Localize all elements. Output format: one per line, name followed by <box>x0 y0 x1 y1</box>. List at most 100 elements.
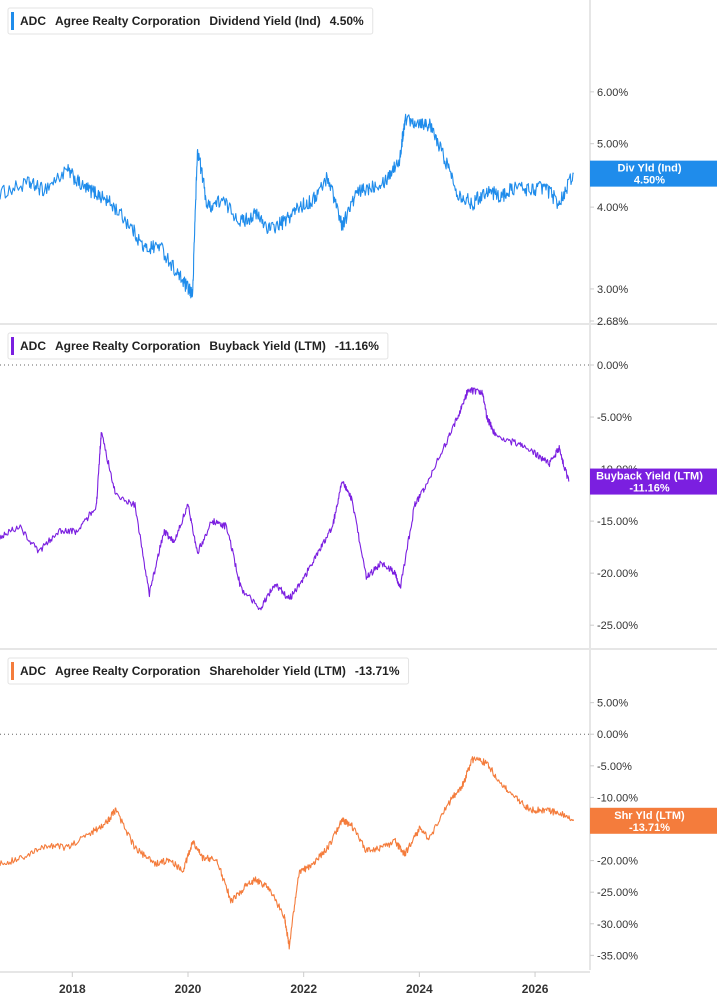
legend-2: ADC Agree Realty Corporation Buyback Yield… <box>7 332 389 360</box>
data-point <box>23 857 25 859</box>
data-point <box>129 225 131 227</box>
data-point <box>298 206 300 208</box>
data-point <box>486 189 488 191</box>
data-point <box>428 838 430 840</box>
data-point <box>385 179 387 181</box>
data-point <box>91 831 93 833</box>
data-point <box>549 463 551 465</box>
data-point <box>529 809 531 811</box>
data-point <box>134 505 136 507</box>
data-point <box>457 416 459 418</box>
legend-metric: Dividend Yield (Ind) <box>209 14 320 28</box>
legend-value: 4.50% <box>330 14 364 28</box>
data-point <box>515 186 517 188</box>
data-point <box>57 531 59 533</box>
data-point <box>187 505 189 507</box>
data-point <box>496 437 498 439</box>
data-point <box>284 221 286 223</box>
value-tag-value: -11.16% <box>629 483 670 495</box>
legend-metric: Buyback Yield (LTM) <box>209 339 325 353</box>
value-tag-label: Shr Yld (LTM) <box>614 810 685 822</box>
data-point <box>558 447 560 449</box>
data-point <box>96 192 98 194</box>
data-point <box>288 598 290 600</box>
data-point <box>158 244 160 246</box>
data-point <box>351 825 353 827</box>
legend-company: Agree Realty Corporation <box>55 339 200 353</box>
data-point <box>153 863 155 865</box>
data-point <box>419 828 421 830</box>
legend-company: Agree Realty Corporation <box>55 14 200 28</box>
data-point <box>96 505 98 507</box>
data-point <box>414 505 416 507</box>
data-point <box>327 176 329 178</box>
data-point <box>486 416 488 418</box>
legend-value: -13.71% <box>355 664 400 678</box>
y-tick-label: -20.00% <box>597 856 638 868</box>
data-point <box>573 173 575 175</box>
data-point <box>67 847 69 849</box>
y-tick-label: 2.68% <box>597 316 628 328</box>
data-point <box>192 841 194 843</box>
data-point <box>366 578 368 580</box>
data-point <box>144 248 146 250</box>
data-point <box>428 124 430 126</box>
data-point <box>544 186 546 188</box>
x-axis: 2018 2020 2022 2024 2026 <box>0 971 590 996</box>
data-point <box>568 481 570 483</box>
data-point <box>423 489 425 491</box>
data-point <box>178 274 180 276</box>
data-point <box>67 170 69 172</box>
data-point <box>274 583 276 585</box>
data-point <box>313 863 315 865</box>
data-point <box>573 820 575 822</box>
value-tag-2: Buyback Yield (LTM)-11.16% <box>590 468 717 495</box>
value-tag-box <box>590 160 717 187</box>
y-tick-label: -20.00% <box>597 568 638 580</box>
data-point <box>255 214 257 216</box>
data-point <box>370 186 372 188</box>
data-point <box>197 149 199 151</box>
x-tick-label: 2026 <box>522 982 549 996</box>
data-point <box>472 759 474 761</box>
data-point <box>394 572 396 574</box>
data-point <box>404 853 406 855</box>
data-point <box>544 809 546 811</box>
legend-color-bar <box>11 662 14 680</box>
x-tick-label: 2018 <box>59 982 86 996</box>
data-point <box>38 552 40 554</box>
data-point <box>351 499 353 501</box>
data-point <box>558 812 560 814</box>
data-point <box>501 784 503 786</box>
data-point <box>182 869 184 871</box>
data-point <box>168 860 170 862</box>
data-point <box>356 192 358 194</box>
series-line <box>0 113 574 299</box>
data-point <box>231 901 233 903</box>
data-point <box>149 593 151 595</box>
y-tick-label: -25.00% <box>597 887 638 899</box>
data-point <box>332 526 334 528</box>
data-point <box>394 841 396 843</box>
data-point <box>515 797 517 799</box>
data-point <box>399 157 401 159</box>
data-point <box>341 819 343 821</box>
data-point <box>515 442 517 444</box>
data-point <box>501 196 503 198</box>
data-point <box>529 189 531 191</box>
data-point <box>206 206 208 208</box>
data-point <box>443 154 445 156</box>
data-point <box>481 390 483 392</box>
data-point <box>284 917 286 919</box>
data-point <box>43 189 45 191</box>
data-point <box>255 879 257 881</box>
data-point <box>211 520 213 522</box>
data-point <box>134 847 136 849</box>
data-point <box>486 762 488 764</box>
y-tick-label: 5.00% <box>597 698 628 710</box>
data-point <box>18 526 20 528</box>
data-point <box>341 225 343 227</box>
data-point <box>534 453 536 455</box>
legend-color-bar <box>11 337 14 355</box>
value-tag-box <box>590 468 717 495</box>
